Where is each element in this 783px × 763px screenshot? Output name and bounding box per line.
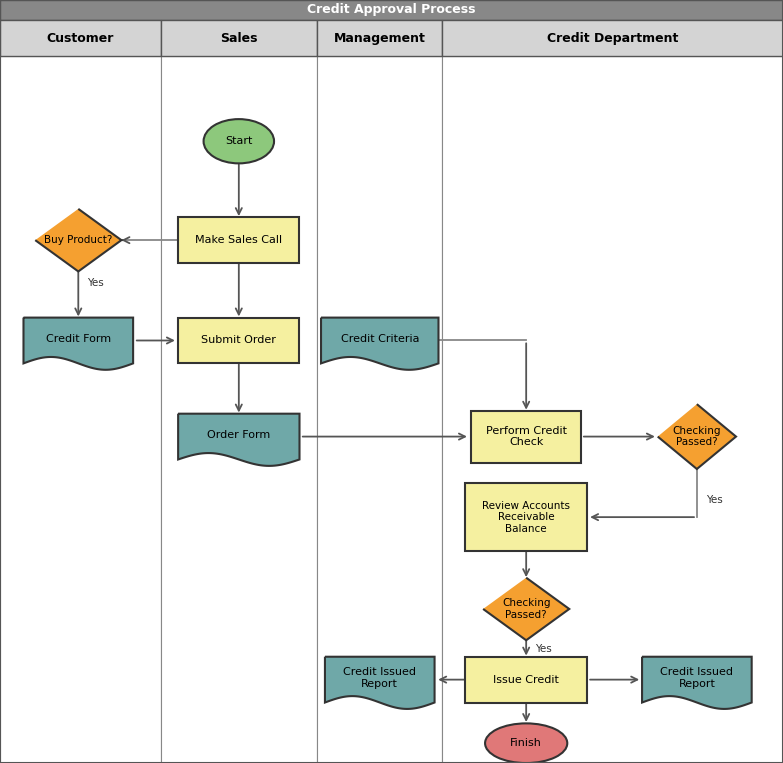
Text: Buy Product?: Buy Product? <box>44 235 113 245</box>
Text: Checking
Passed?: Checking Passed? <box>673 426 721 447</box>
FancyBboxPatch shape <box>0 56 161 763</box>
FancyBboxPatch shape <box>317 56 442 763</box>
Ellipse shape <box>204 119 274 163</box>
Ellipse shape <box>485 723 567 763</box>
FancyBboxPatch shape <box>0 20 161 56</box>
Text: Make Sales Call: Make Sales Call <box>195 235 283 245</box>
Text: Management: Management <box>334 31 426 45</box>
Text: Issue Credit: Issue Credit <box>493 674 559 684</box>
Text: Yes: Yes <box>705 495 723 505</box>
Text: Credit Issued
Report: Credit Issued Report <box>343 667 417 688</box>
Text: Credit Issued
Report: Credit Issued Report <box>660 667 734 688</box>
Text: Perform Credit
Check: Perform Credit Check <box>485 426 567 447</box>
PathPatch shape <box>658 404 736 469</box>
Text: Order Form: Order Form <box>207 430 270 439</box>
FancyBboxPatch shape <box>161 20 317 56</box>
Text: Submit Order: Submit Order <box>201 336 276 346</box>
FancyBboxPatch shape <box>442 20 783 56</box>
Text: Yes: Yes <box>87 278 104 288</box>
FancyBboxPatch shape <box>178 217 299 263</box>
FancyBboxPatch shape <box>465 657 587 703</box>
PathPatch shape <box>483 578 569 640</box>
Text: Start: Start <box>226 137 252 146</box>
FancyBboxPatch shape <box>0 0 783 20</box>
FancyBboxPatch shape <box>442 56 783 763</box>
Text: Credit Form: Credit Form <box>45 333 111 343</box>
PathPatch shape <box>642 657 752 709</box>
FancyBboxPatch shape <box>465 483 587 552</box>
Text: Checking
Passed?: Checking Passed? <box>502 598 550 620</box>
FancyBboxPatch shape <box>178 317 299 363</box>
FancyBboxPatch shape <box>161 56 317 763</box>
PathPatch shape <box>325 657 435 709</box>
Text: Yes: Yes <box>535 643 552 654</box>
Text: Sales: Sales <box>220 31 258 45</box>
FancyBboxPatch shape <box>317 20 442 56</box>
PathPatch shape <box>23 317 133 370</box>
Text: Review Accounts
Receivable
Balance: Review Accounts Receivable Balance <box>482 501 570 534</box>
Text: Customer: Customer <box>46 31 114 45</box>
Text: Credit Approval Process: Credit Approval Process <box>307 3 476 17</box>
PathPatch shape <box>321 317 438 370</box>
PathPatch shape <box>178 414 299 466</box>
PathPatch shape <box>35 209 121 272</box>
Text: Finish: Finish <box>511 739 542 749</box>
Text: Credit Criteria: Credit Criteria <box>341 333 419 343</box>
FancyBboxPatch shape <box>471 410 581 462</box>
Text: Credit Department: Credit Department <box>547 31 678 45</box>
